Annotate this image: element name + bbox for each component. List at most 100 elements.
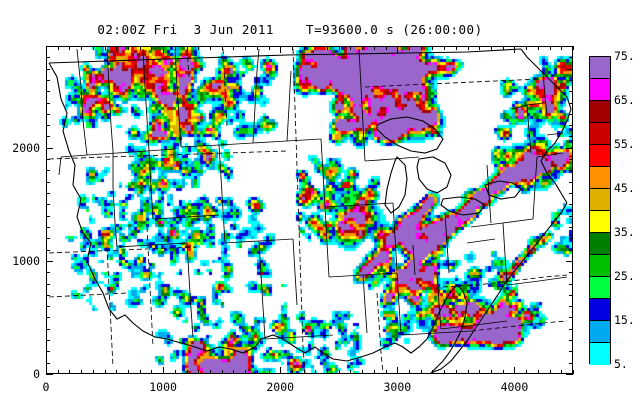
y-tick-minor — [46, 68, 50, 70]
state-boundary-path — [486, 164, 492, 224]
colorbar-band-30-35 — [590, 233, 610, 255]
state-boundary-path — [264, 334, 334, 340]
x-tick-top — [315, 46, 317, 50]
x-tick-minor — [57, 370, 59, 374]
x-tick-minor — [338, 370, 340, 374]
y-axis-label-1000: 1000 — [12, 253, 40, 268]
state-boundary-path — [292, 238, 298, 306]
y-tick-right — [569, 136, 573, 138]
colorbar-band-10-15 — [590, 321, 610, 343]
state-boundary-path — [252, 48, 260, 144]
colorbar-label-5: 5. — [614, 357, 628, 371]
y-tick-minor — [46, 57, 50, 59]
colorbar-label-25: 25. — [614, 269, 635, 283]
radar-reflectivity-layer — [47, 47, 572, 373]
state-boundary-path — [142, 48, 150, 152]
y-tick-right — [569, 238, 573, 240]
y-tick-minor — [46, 362, 50, 364]
x-tick-minor — [303, 370, 305, 374]
x-tick-top — [46, 46, 47, 53]
y-tick-minor — [46, 147, 53, 149]
state-boundary-path — [286, 70, 292, 142]
x-tick-minor — [81, 370, 83, 374]
colorbar-label-45: 45. — [614, 181, 635, 195]
dashed-boundary-path — [48, 292, 128, 298]
x-tick-minor — [151, 370, 153, 374]
x-tick-minor — [467, 370, 469, 374]
y-tick-right — [569, 340, 573, 342]
coastline-path — [48, 48, 522, 64]
coastline-path — [430, 202, 568, 373]
x-tick-minor — [268, 370, 270, 374]
y-tick-minor — [46, 136, 50, 138]
x-tick-minor — [92, 370, 94, 374]
plot-title: 02:00Z Fri 3 Jun 2011 T=93600.0 s (26:00… — [97, 22, 483, 37]
x-tick-minor — [280, 367, 282, 374]
y-tick-right — [569, 91, 573, 93]
x-tick-minor — [46, 367, 47, 374]
y-tick-right — [569, 362, 573, 364]
colorbar-band-50-55 — [590, 145, 610, 167]
state-boundary-path — [148, 150, 154, 220]
x-tick-top — [116, 46, 118, 50]
y-tick-right — [569, 249, 573, 251]
dashed-boundary-path — [292, 48, 306, 373]
y-tick-minor — [46, 328, 50, 330]
state-boundary-path — [440, 320, 508, 330]
x-tick-top — [151, 46, 153, 50]
x-tick-top — [291, 46, 293, 50]
y-tick-minor — [46, 204, 50, 206]
x-tick-minor — [315, 370, 317, 374]
state-boundary-path — [180, 142, 254, 148]
y-tick-right — [569, 226, 573, 228]
x-tick-top — [209, 46, 211, 50]
y-tick-right — [569, 159, 573, 161]
y-tick-minor — [46, 260, 53, 262]
state-boundary-path — [532, 156, 538, 220]
y-tick-minor — [46, 317, 50, 319]
x-axis-label-0: 0 — [42, 380, 50, 394]
y-tick-minor — [46, 294, 50, 296]
y-axis-label-2000: 2000 — [12, 140, 40, 155]
x-tick-top — [338, 46, 340, 50]
x-axis-label-1000: 1000 — [149, 380, 177, 394]
y-tick-right — [569, 68, 573, 70]
x-tick-top — [362, 46, 364, 50]
x-tick-top — [256, 46, 258, 50]
y-tick-right — [569, 46, 573, 47]
x-tick-top — [491, 46, 493, 50]
y-tick-right — [569, 294, 573, 296]
x-tick-minor — [432, 370, 434, 374]
x-tick-minor — [198, 370, 200, 374]
state-boundary-path — [76, 48, 88, 156]
colorbar-band-5-10 — [590, 343, 610, 365]
y-tick-right — [569, 181, 573, 183]
dashed-boundary-path — [186, 48, 190, 78]
x-tick-top — [502, 46, 504, 50]
coastline-path — [484, 180, 522, 200]
colorbar-band-35-40 — [590, 211, 610, 233]
coastline-path — [416, 156, 452, 194]
x-tick-top — [432, 46, 434, 50]
state-boundary-path — [218, 144, 226, 244]
y-tick-right — [569, 215, 573, 217]
x-tick-minor — [116, 370, 118, 374]
x-tick-top — [385, 46, 387, 50]
map-plot-area — [46, 46, 573, 374]
state-boundary-path — [86, 148, 176, 156]
dashed-boundary-path — [470, 320, 568, 332]
x-tick-minor — [397, 367, 399, 374]
colorbar-band-25-30 — [590, 255, 610, 277]
x-tick-top — [467, 46, 469, 50]
state-boundary-path — [364, 156, 420, 162]
y-tick-minor — [46, 215, 50, 217]
y-tick-right — [566, 147, 573, 149]
colorbar-band-70-75 — [590, 57, 610, 79]
x-tick-minor — [549, 370, 551, 374]
coastline-path — [384, 156, 408, 214]
y-tick-minor — [46, 272, 50, 274]
x-tick-minor — [139, 370, 141, 374]
colorbar-label-55: 55. — [614, 137, 635, 151]
x-tick-top — [455, 46, 457, 50]
x-tick-top — [198, 46, 200, 50]
